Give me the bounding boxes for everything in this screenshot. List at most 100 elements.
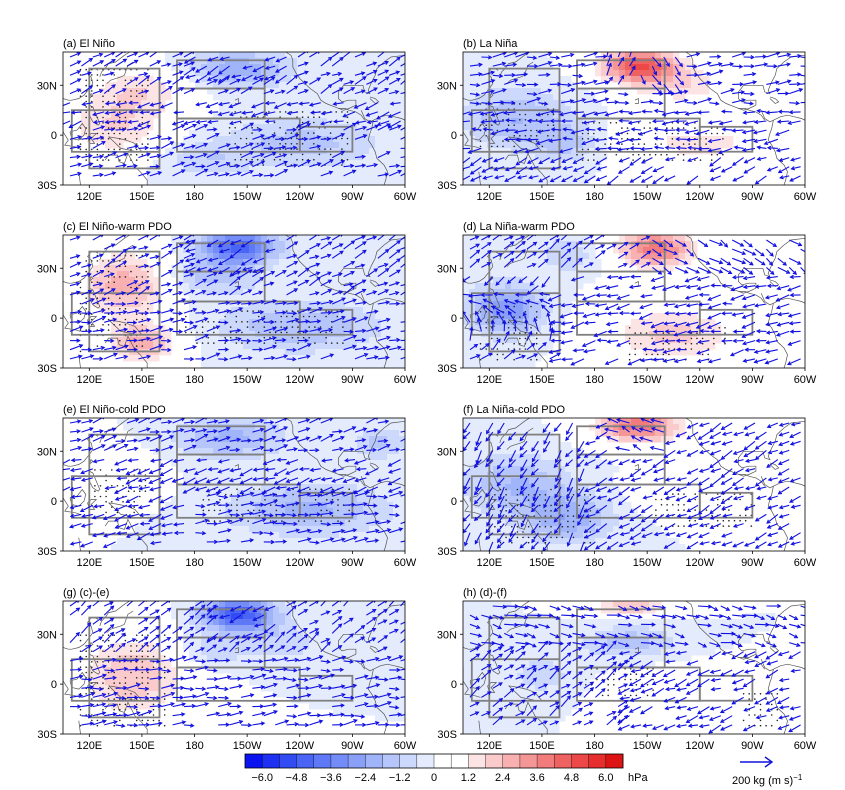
shading-cell xyxy=(141,283,148,290)
flux-vector-head xyxy=(87,320,92,325)
shading-cell xyxy=(243,337,250,344)
flux-vector-head xyxy=(156,76,162,81)
flux-vector-head xyxy=(214,308,220,314)
shading-cell xyxy=(171,64,178,71)
shading-cell xyxy=(589,124,596,131)
shading-cell xyxy=(171,142,178,149)
flux-vector-head xyxy=(271,134,277,139)
shading-cell xyxy=(135,76,142,83)
flux-vector xyxy=(606,76,613,85)
stipple-dot xyxy=(102,132,104,135)
flux-vector xyxy=(491,129,505,135)
shading-cell xyxy=(267,52,274,59)
flux-vector xyxy=(286,85,298,95)
shading-cell xyxy=(321,118,328,125)
shading-cell xyxy=(201,367,208,368)
flux-vector-head xyxy=(183,120,189,126)
flux-vector xyxy=(94,120,105,124)
shading-cell xyxy=(487,154,494,161)
shading-cell xyxy=(327,325,334,332)
shading-cell xyxy=(393,58,400,65)
stipple-dot xyxy=(552,113,555,116)
shading-cell xyxy=(529,82,536,89)
stipple-dot xyxy=(530,135,532,137)
shading-cell xyxy=(387,241,394,248)
flux-vector xyxy=(354,52,366,58)
flux-vector-head xyxy=(504,177,509,182)
flux-vector-head xyxy=(608,136,613,141)
shading-cell xyxy=(153,337,160,344)
flux-vector-head xyxy=(229,254,234,259)
stipple-dot xyxy=(130,148,132,151)
stipple-dot xyxy=(107,276,110,278)
flux-vector xyxy=(186,248,196,252)
stipple-dot xyxy=(342,326,344,328)
stipple-dot xyxy=(308,315,310,318)
shading-cell xyxy=(399,271,405,278)
flux-vector xyxy=(495,175,505,179)
flux-vector xyxy=(92,141,106,149)
shading-cell xyxy=(523,172,530,179)
stipple-dot xyxy=(119,148,121,151)
shading-cell xyxy=(129,283,136,290)
shading-cell xyxy=(147,106,154,113)
shading-cell xyxy=(529,154,536,161)
shading-cell xyxy=(321,184,328,185)
shading-cell xyxy=(195,178,202,185)
shading-cell xyxy=(267,58,274,65)
shading-cell xyxy=(511,160,518,167)
coastline xyxy=(78,171,81,185)
flux-vector-head xyxy=(87,347,93,352)
flux-vector xyxy=(641,166,653,174)
stipple-dot xyxy=(524,103,527,105)
stipple-dot xyxy=(524,119,527,121)
flux-vector-head xyxy=(581,98,587,103)
shading-cell xyxy=(321,337,328,344)
shading-cell xyxy=(279,235,286,242)
shading-cell xyxy=(357,106,364,113)
flux-vector-head xyxy=(797,53,802,59)
stipple-dot xyxy=(330,326,333,328)
flux-vector xyxy=(115,248,127,259)
flux-vector-head xyxy=(189,356,195,362)
shading-cell xyxy=(547,172,554,179)
flux-vector xyxy=(766,88,780,95)
shading-cell xyxy=(207,367,214,368)
shading-cell xyxy=(469,52,476,59)
flux-vector-head xyxy=(594,146,600,152)
shading-cell xyxy=(327,112,334,119)
flux-vector xyxy=(400,172,405,177)
shading-cell xyxy=(625,64,632,71)
flux-vector-head xyxy=(111,258,116,263)
shading-cell xyxy=(475,142,482,149)
flux-vector-head xyxy=(607,62,612,67)
shading-cell xyxy=(117,259,124,266)
flux-vector xyxy=(641,175,653,183)
flux-vector-head xyxy=(320,111,326,116)
flux-vector xyxy=(516,138,528,141)
shading-cell xyxy=(195,76,202,83)
shading-cell xyxy=(469,88,476,95)
shading-cell xyxy=(481,160,488,167)
shading-cell xyxy=(87,124,94,131)
flux-vector-head xyxy=(469,170,475,175)
shading-cell xyxy=(243,235,250,242)
flux-vector xyxy=(710,175,722,181)
shading-cell xyxy=(315,247,322,254)
flux-vector-head xyxy=(122,309,128,315)
shading-cell xyxy=(237,82,244,89)
shading-cell xyxy=(243,301,250,308)
flux-vector xyxy=(800,74,805,77)
shading-cell xyxy=(273,88,280,95)
shading-cell xyxy=(273,130,280,137)
flux-vector xyxy=(641,147,653,150)
flux-vector-head xyxy=(294,133,300,138)
shading-cell xyxy=(345,172,352,179)
flux-vector xyxy=(69,355,82,360)
flux-vector xyxy=(69,282,80,287)
flux-vector-head xyxy=(99,154,104,159)
shading-cell xyxy=(559,100,566,107)
shading-cell xyxy=(285,235,292,242)
shading-cell xyxy=(231,154,238,161)
shading-cell xyxy=(141,94,148,101)
